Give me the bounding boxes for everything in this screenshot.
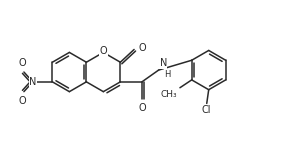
Text: O: O: [18, 96, 26, 106]
Text: H: H: [164, 70, 171, 78]
Text: O: O: [138, 103, 146, 113]
Text: O: O: [100, 46, 107, 56]
Text: N: N: [29, 77, 36, 87]
Text: CH₃: CH₃: [160, 90, 177, 99]
Text: O: O: [138, 44, 146, 53]
Text: Cl: Cl: [202, 105, 212, 115]
Text: O: O: [18, 58, 26, 68]
Text: N: N: [160, 58, 167, 68]
